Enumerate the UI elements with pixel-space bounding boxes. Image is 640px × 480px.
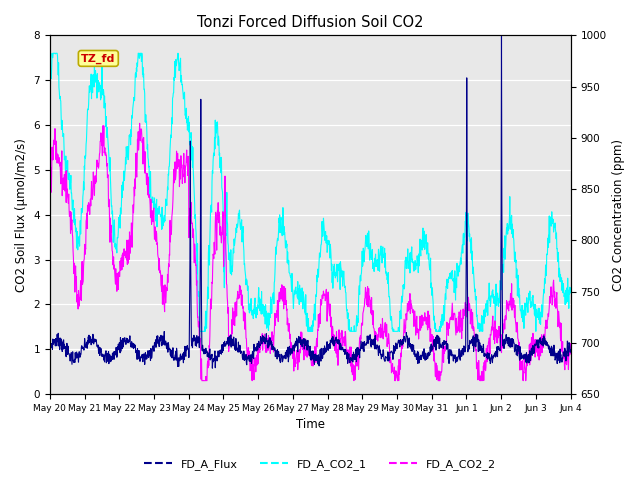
X-axis label: Time: Time — [296, 419, 324, 432]
Title: Tonzi Forced Diffusion Soil CO2: Tonzi Forced Diffusion Soil CO2 — [197, 15, 424, 30]
Text: TZ_fd: TZ_fd — [81, 53, 115, 63]
Y-axis label: CO2 Soil Flux (μmol/m2/s): CO2 Soil Flux (μmol/m2/s) — [15, 138, 28, 292]
Y-axis label: CO2 Concentration (ppm): CO2 Concentration (ppm) — [612, 139, 625, 291]
Legend: FD_A_Flux, FD_A_CO2_1, FD_A_CO2_2: FD_A_Flux, FD_A_CO2_1, FD_A_CO2_2 — [140, 455, 500, 474]
